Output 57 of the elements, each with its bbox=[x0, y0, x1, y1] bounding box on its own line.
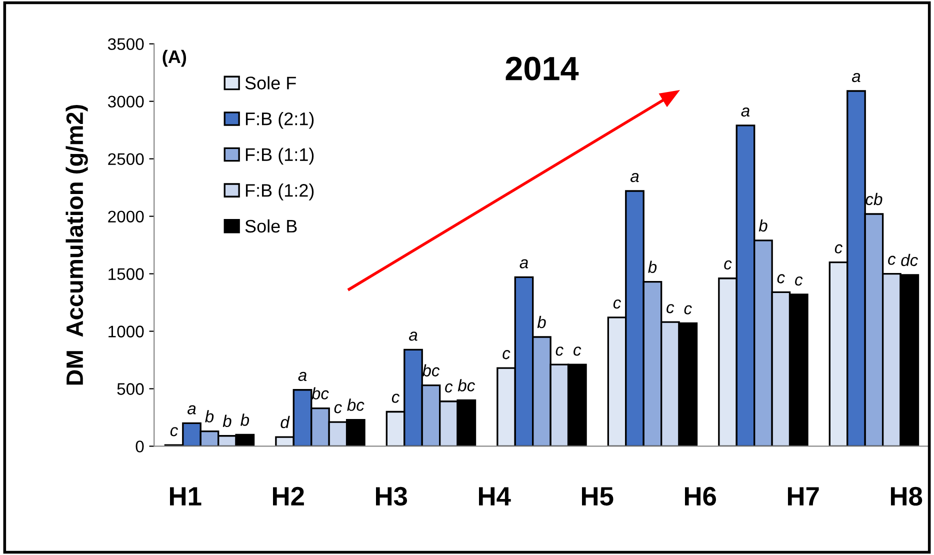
text: H7 bbox=[788, 487, 819, 506]
data-label: c bbox=[574, 346, 582, 356]
data-label: c bbox=[777, 274, 785, 284]
data-label: b bbox=[240, 414, 250, 426]
data-label: a bbox=[408, 332, 418, 341]
data-label: c bbox=[888, 256, 896, 265]
data-label: a bbox=[852, 73, 860, 82]
y-axis-title: DM Accumulation (g/m2) bbox=[66, 104, 88, 385]
data-label: dc bbox=[901, 254, 918, 266]
data-label: c bbox=[795, 276, 803, 286]
legend-label: Sole B bbox=[245, 219, 297, 233]
text: H8 bbox=[890, 486, 922, 506]
text: H6 bbox=[684, 486, 716, 506]
data-label: a bbox=[188, 405, 196, 414]
text: H5 bbox=[582, 487, 614, 506]
legend-label: Sole F bbox=[245, 76, 296, 90]
data-label: c bbox=[392, 394, 400, 403]
annotation: (A) bbox=[162, 50, 186, 67]
data-label: c bbox=[724, 260, 732, 270]
data-label: b bbox=[758, 219, 768, 232]
legend-label: F:B (1:1) bbox=[246, 148, 314, 165]
text: H4 bbox=[479, 487, 511, 506]
data-label: bc bbox=[347, 398, 364, 411]
data-label: b bbox=[648, 260, 657, 273]
data-label: b bbox=[537, 316, 546, 328]
data-label: c bbox=[684, 305, 692, 314]
y-tick-label: 1000 bbox=[108, 326, 144, 338]
data-label: bc bbox=[458, 379, 476, 392]
text: H1 bbox=[170, 487, 202, 506]
data-label: bc bbox=[312, 387, 329, 400]
data-label: c bbox=[834, 244, 842, 254]
text: H3 bbox=[376, 486, 408, 506]
data-label: c bbox=[613, 299, 622, 309]
data-label: c bbox=[666, 304, 674, 314]
data-label: c bbox=[556, 346, 564, 356]
y-tick-label: 2000 bbox=[108, 210, 144, 222]
data-label: a bbox=[520, 259, 528, 268]
data-label: b bbox=[222, 414, 232, 428]
y-tick-label: 500 bbox=[117, 383, 144, 395]
y-tick-label: 0 bbox=[136, 440, 144, 452]
data-label: a bbox=[298, 372, 307, 382]
data-label: a bbox=[630, 173, 639, 182]
y-tick-label: 3000 bbox=[108, 96, 144, 108]
y-tick-label: 1500 bbox=[108, 268, 144, 280]
data-label: d bbox=[280, 416, 290, 428]
data-label: c bbox=[445, 383, 453, 393]
y-tick-label: 3500 bbox=[108, 38, 144, 50]
data-label: c bbox=[502, 350, 510, 360]
chart-title: 2014 bbox=[506, 56, 579, 80]
data-label: c bbox=[334, 404, 342, 414]
data-label: c bbox=[170, 427, 178, 436]
legend-label: F:B (1:2) bbox=[246, 184, 314, 200]
data-label: b bbox=[205, 410, 214, 422]
text: H2 bbox=[273, 486, 304, 506]
legend-label: F:B (2:1) bbox=[246, 112, 314, 129]
y-tick-label: 2500 bbox=[108, 153, 144, 166]
data-label: a bbox=[741, 107, 750, 117]
